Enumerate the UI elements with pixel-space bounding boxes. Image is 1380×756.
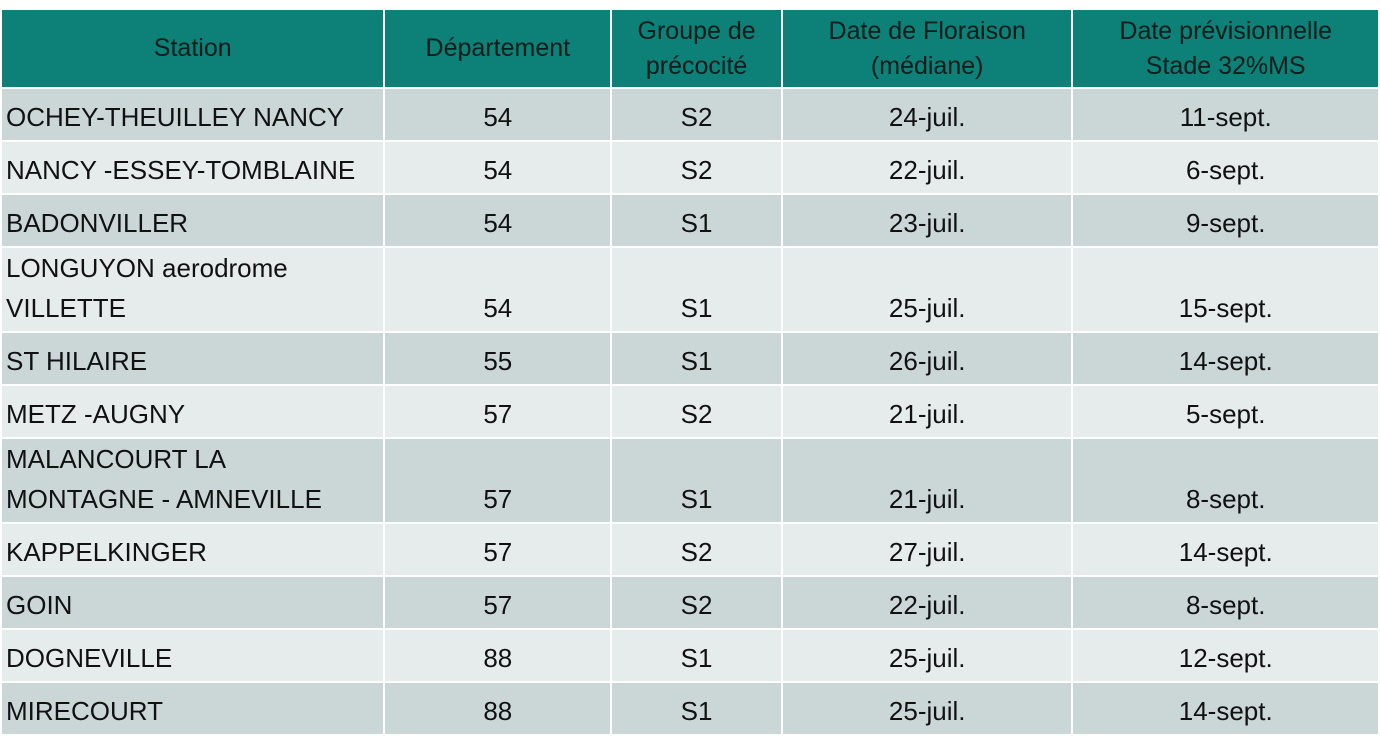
groupe-cell: S1 [610,246,783,333]
floraison-cell: 21-juil. [780,384,1074,439]
header-date-previsionnelle: Date prévisionnelle Stade 32%MS [1071,8,1380,89]
table-row: LONGUYON aerodrome VILLETTE 54 S1 25-jui… [0,246,1380,333]
table-row: KAPPELKINGER 57 S2 27-juil. 14-sept. [0,522,1380,577]
groupe-cell: S2 [610,140,783,195]
departement-cell: 54 [383,87,613,142]
station-cell: GOIN [0,575,386,630]
stade-cell: 8-sept. [1071,575,1380,630]
header-station: Station [0,8,386,89]
flowering-dates-table: Station Département Groupe de précocité … [0,8,1380,736]
station-cell: NANCY -ESSEY-TOMBLAINE [0,140,386,195]
header-row: Station Département Groupe de précocité … [0,8,1380,89]
table-row: MIRECOURT 88 S1 25-juil. 14-sept. [0,681,1380,736]
table-container: Station Département Groupe de précocité … [0,8,1380,736]
groupe-cell: S2 [610,522,783,577]
groupe-cell: S2 [610,87,783,142]
stade-cell: 14-sept. [1071,681,1380,736]
floraison-cell: 24-juil. [780,87,1074,142]
stade-cell: 14-sept. [1071,522,1380,577]
stade-cell: 9-sept. [1071,193,1380,248]
stade-cell: 15-sept. [1071,246,1380,333]
departement-cell: 57 [383,437,613,524]
table-row: METZ -AUGNY 57 S2 21-juil. 5-sept. [0,384,1380,439]
floraison-cell: 26-juil. [780,331,1074,386]
floraison-cell: 27-juil. [780,522,1074,577]
table-body: OCHEY-THEUILLEY NANCY 54 S2 24-juil. 11-… [0,87,1380,736]
floraison-cell: 22-juil. [780,575,1074,630]
table-row: NANCY -ESSEY-TOMBLAINE 54 S2 22-juil. 6-… [0,140,1380,195]
departement-cell: 55 [383,331,613,386]
departement-cell: 57 [383,384,613,439]
station-cell: OCHEY-THEUILLEY NANCY [0,87,386,142]
header-groupe-precocite: Groupe de précocité [610,8,783,89]
groupe-cell: S2 [610,575,783,630]
stade-cell: 11-sept. [1071,87,1380,142]
floraison-cell: 23-juil. [780,193,1074,248]
table-row: GOIN 57 S2 22-juil. 8-sept. [0,575,1380,630]
floraison-cell: 25-juil. [780,246,1074,333]
departement-cell: 57 [383,575,613,630]
stade-cell: 14-sept. [1071,331,1380,386]
departement-cell: 88 [383,681,613,736]
groupe-cell: S1 [610,681,783,736]
departement-cell: 88 [383,628,613,683]
table-row: ST HILAIRE 55 S1 26-juil. 14-sept. [0,331,1380,386]
table-header: Station Département Groupe de précocité … [0,8,1380,89]
departement-cell: 54 [383,246,613,333]
station-cell: METZ -AUGNY [0,384,386,439]
station-cell: MIRECOURT [0,681,386,736]
header-date-floraison: Date de Floraison (médiane) [780,8,1074,89]
station-cell: LONGUYON aerodrome VILLETTE [0,246,386,333]
station-cell: BADONVILLER [0,193,386,248]
floraison-cell: 21-juil. [780,437,1074,524]
station-cell: DOGNEVILLE [0,628,386,683]
floraison-cell: 25-juil. [780,681,1074,736]
table-row: DOGNEVILLE 88 S1 25-juil. 12-sept. [0,628,1380,683]
groupe-cell: S1 [610,331,783,386]
groupe-cell: S2 [610,384,783,439]
stade-cell: 8-sept. [1071,437,1380,524]
stade-cell: 5-sept. [1071,384,1380,439]
floraison-cell: 22-juil. [780,140,1074,195]
floraison-cell: 25-juil. [780,628,1074,683]
station-cell: ST HILAIRE [0,331,386,386]
header-departement: Département [383,8,613,89]
groupe-cell: S1 [610,628,783,683]
stade-cell: 6-sept. [1071,140,1380,195]
departement-cell: 54 [383,140,613,195]
table-row: OCHEY-THEUILLEY NANCY 54 S2 24-juil. 11-… [0,87,1380,142]
station-cell: MALANCOURT LA MONTAGNE - AMNEVILLE [0,437,386,524]
station-cell: KAPPELKINGER [0,522,386,577]
departement-cell: 57 [383,522,613,577]
departement-cell: 54 [383,193,613,248]
groupe-cell: S1 [610,437,783,524]
groupe-cell: S1 [610,193,783,248]
stade-cell: 12-sept. [1071,628,1380,683]
table-row: MALANCOURT LA MONTAGNE - AMNEVILLE 57 S1… [0,437,1380,524]
table-row: BADONVILLER 54 S1 23-juil. 9-sept. [0,193,1380,248]
